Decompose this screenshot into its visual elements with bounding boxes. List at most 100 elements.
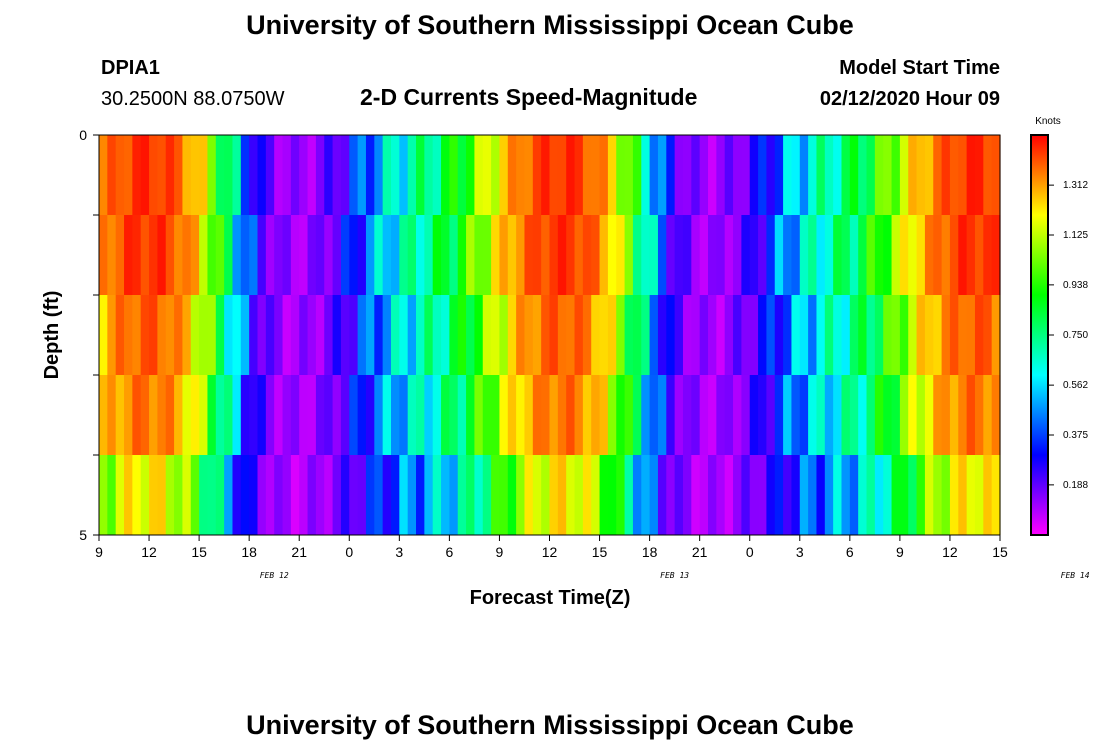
x-tick-label: 9 bbox=[496, 544, 504, 560]
heatmap-cell bbox=[491, 295, 501, 375]
heatmap-cell bbox=[390, 455, 400, 535]
heatmap-cell bbox=[866, 215, 876, 295]
heatmap-cell bbox=[624, 295, 634, 375]
heatmap-cell bbox=[190, 375, 200, 455]
heatmap-cell bbox=[132, 215, 142, 295]
x-tick-label: 3 bbox=[796, 544, 804, 560]
heatmap-cell bbox=[991, 135, 1001, 215]
heatmap-cell bbox=[140, 135, 150, 215]
heatmap-cell bbox=[140, 295, 150, 375]
heatmap-cell bbox=[232, 295, 242, 375]
heatmap-cell bbox=[357, 215, 367, 295]
heatmap-cell bbox=[249, 375, 259, 455]
heatmap-cell bbox=[299, 375, 309, 455]
heatmap-cell bbox=[115, 295, 125, 375]
heatmap-cell bbox=[758, 455, 767, 535]
colorbar-label: Knots bbox=[1035, 116, 1061, 127]
heatmap-cell bbox=[791, 455, 801, 535]
heatmap-cell bbox=[841, 135, 851, 215]
heatmap-cell bbox=[190, 295, 200, 375]
heatmap-cell bbox=[257, 455, 267, 535]
heatmap-cell bbox=[365, 455, 375, 535]
heatmap-cell bbox=[290, 215, 300, 295]
x-date-label: FEB 13 bbox=[660, 571, 689, 580]
heatmap-cell bbox=[899, 295, 909, 375]
heatmap-cell bbox=[958, 455, 968, 535]
x-tick-label: 21 bbox=[692, 544, 708, 560]
heatmap-cell bbox=[916, 135, 926, 215]
heatmap-cell bbox=[115, 215, 125, 295]
heatmap-cell bbox=[149, 375, 158, 455]
heatmap-cell bbox=[174, 375, 184, 455]
heatmap-cell bbox=[966, 215, 976, 295]
heatmap-cell bbox=[766, 295, 776, 375]
x-tick-label: 12 bbox=[942, 544, 958, 560]
heatmap-cell bbox=[449, 455, 459, 535]
colorbar-tick-label: 0.562 bbox=[1063, 380, 1088, 391]
heatmap-cell bbox=[557, 135, 567, 215]
heatmap-cell bbox=[165, 215, 175, 295]
heatmap-cell bbox=[666, 455, 676, 535]
heatmap-cell bbox=[741, 135, 751, 215]
heatmap-cell bbox=[557, 375, 567, 455]
heatmap-cell bbox=[99, 215, 108, 295]
heatmap-cell bbox=[783, 375, 793, 455]
heatmap-cell bbox=[866, 455, 876, 535]
heatmap-cell bbox=[499, 375, 509, 455]
heatmap-cell bbox=[699, 215, 709, 295]
heatmap-cell bbox=[958, 135, 968, 215]
heatmap-cell bbox=[290, 455, 300, 535]
heatmap-cell bbox=[916, 295, 926, 375]
heatmap-cell bbox=[816, 295, 826, 375]
heatmap-cell bbox=[899, 455, 909, 535]
heatmap-cell bbox=[299, 215, 309, 295]
heatmap-cell bbox=[791, 295, 801, 375]
heatmap-cell bbox=[833, 295, 843, 375]
heatmap-cell bbox=[591, 455, 601, 535]
heatmap-cell bbox=[441, 375, 450, 455]
heatmap-cell bbox=[841, 215, 851, 295]
heatmap-cell bbox=[174, 215, 184, 295]
heatmap-cell bbox=[232, 215, 242, 295]
heatmap-cell bbox=[232, 455, 242, 535]
heatmap-cell bbox=[390, 295, 400, 375]
heatmap-cell bbox=[808, 295, 818, 375]
heatmap-cell bbox=[407, 215, 417, 295]
heatmap-cell bbox=[416, 215, 425, 295]
x-tick-label: 3 bbox=[395, 544, 403, 560]
y-axis-title: Depth (ft) bbox=[41, 291, 63, 380]
x-tick-label: 18 bbox=[241, 544, 257, 560]
heatmap-cell bbox=[124, 135, 133, 215]
heatmap-cell bbox=[124, 375, 133, 455]
heatmap-cell bbox=[557, 215, 567, 295]
heatmap-cell bbox=[215, 135, 225, 215]
heatmap-cell bbox=[132, 455, 142, 535]
heatmap-cell bbox=[666, 135, 676, 215]
heatmap-cell bbox=[182, 135, 192, 215]
heatmap-cell bbox=[399, 215, 409, 295]
heatmap-cell bbox=[491, 215, 501, 295]
heatmap-cell bbox=[190, 215, 200, 295]
heatmap-cell bbox=[774, 215, 784, 295]
heatmap-cell bbox=[783, 215, 793, 295]
heatmap-cell bbox=[365, 375, 375, 455]
heatmap-cell bbox=[833, 375, 843, 455]
heatmap-cell bbox=[991, 375, 1001, 455]
heatmap-cell bbox=[582, 295, 592, 375]
heatmap-cell bbox=[824, 375, 834, 455]
heatmap-cell bbox=[207, 295, 217, 375]
heatmap-cell bbox=[632, 295, 642, 375]
heatmap-cell bbox=[99, 135, 108, 215]
heatmap-cell bbox=[841, 455, 851, 535]
heatmap-cell bbox=[641, 455, 651, 535]
heatmap-cell bbox=[632, 135, 642, 215]
heatmap-cell bbox=[474, 295, 484, 375]
heatmap-cell bbox=[491, 135, 501, 215]
heatmap-cell bbox=[182, 375, 192, 455]
heatmap-cell bbox=[949, 455, 959, 535]
x-tick-label: 12 bbox=[141, 544, 157, 560]
heatmap-cell bbox=[307, 295, 317, 375]
heatmap-cell bbox=[157, 215, 167, 295]
heatmap-cell bbox=[207, 455, 217, 535]
heatmap-cell bbox=[674, 455, 684, 535]
